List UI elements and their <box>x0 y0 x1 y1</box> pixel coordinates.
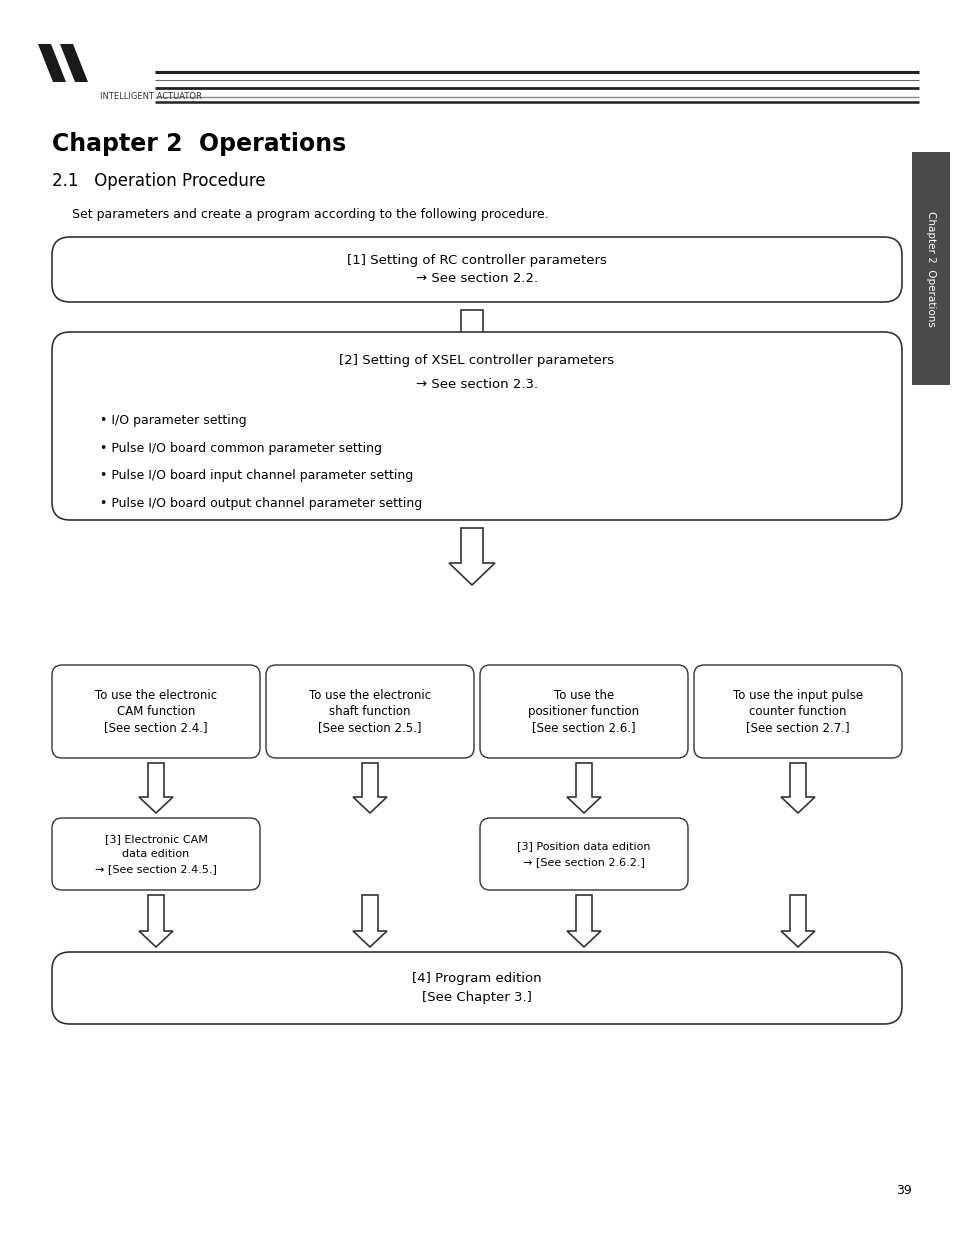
Text: Chapter 2  Operations: Chapter 2 Operations <box>52 132 346 156</box>
Text: [See Chapter 3.]: [See Chapter 3.] <box>421 990 532 1004</box>
Polygon shape <box>139 895 172 947</box>
Text: 39: 39 <box>895 1184 911 1197</box>
FancyBboxPatch shape <box>693 664 901 758</box>
Polygon shape <box>60 44 88 82</box>
Text: • Pulse I/O board output channel parameter setting: • Pulse I/O board output channel paramet… <box>100 496 422 510</box>
Text: data edition: data edition <box>122 848 190 860</box>
Text: [See section 2.7.]: [See section 2.7.] <box>745 721 849 735</box>
FancyBboxPatch shape <box>479 664 687 758</box>
Text: counter function: counter function <box>748 705 846 718</box>
FancyBboxPatch shape <box>52 237 901 303</box>
Text: To use the electronic: To use the electronic <box>95 689 217 701</box>
Text: INTELLIGENT ACTUATOR: INTELLIGENT ACTUATOR <box>100 91 202 100</box>
Polygon shape <box>38 44 66 82</box>
Text: [1] Setting of RC controller parameters: [1] Setting of RC controller parameters <box>347 254 606 267</box>
Text: 2.1   Operation Procedure: 2.1 Operation Procedure <box>52 172 265 190</box>
Polygon shape <box>781 763 814 813</box>
Text: [3] Electronic CAM: [3] Electronic CAM <box>105 834 207 844</box>
Text: [3] Position data edition: [3] Position data edition <box>517 841 650 851</box>
FancyBboxPatch shape <box>266 664 474 758</box>
Polygon shape <box>449 529 495 585</box>
FancyBboxPatch shape <box>52 332 901 520</box>
FancyBboxPatch shape <box>911 152 949 385</box>
Text: CAM function: CAM function <box>116 705 195 718</box>
Text: → See section 2.3.: → See section 2.3. <box>416 378 537 391</box>
FancyBboxPatch shape <box>52 664 260 758</box>
Text: To use the electronic: To use the electronic <box>309 689 431 701</box>
Polygon shape <box>781 895 814 947</box>
Polygon shape <box>139 763 172 813</box>
Polygon shape <box>449 310 495 367</box>
Text: To use the input pulse: To use the input pulse <box>732 689 862 701</box>
Text: [See section 2.4.]: [See section 2.4.] <box>104 721 208 735</box>
Polygon shape <box>566 763 600 813</box>
Text: [See section 2.6.]: [See section 2.6.] <box>532 721 635 735</box>
FancyBboxPatch shape <box>479 818 687 890</box>
FancyBboxPatch shape <box>52 952 901 1024</box>
Text: → [See section 2.6.2.]: → [See section 2.6.2.] <box>522 857 644 867</box>
Text: positioner function: positioner function <box>528 705 639 718</box>
Text: shaft function: shaft function <box>329 705 411 718</box>
Text: Set parameters and create a program according to the following procedure.: Set parameters and create a program acco… <box>71 207 548 221</box>
Text: • Pulse I/O board input channel parameter setting: • Pulse I/O board input channel paramete… <box>100 469 413 482</box>
Text: • I/O parameter setting: • I/O parameter setting <box>100 414 247 427</box>
Text: Chapter 2  Operations: Chapter 2 Operations <box>925 210 935 326</box>
FancyBboxPatch shape <box>52 818 260 890</box>
Polygon shape <box>353 763 387 813</box>
Text: [4] Program edition: [4] Program edition <box>412 972 541 986</box>
Polygon shape <box>353 895 387 947</box>
Text: • Pulse I/O board common parameter setting: • Pulse I/O board common parameter setti… <box>100 441 381 454</box>
Text: → [See section 2.4.5.]: → [See section 2.4.5.] <box>95 864 216 874</box>
Text: → See section 2.2.: → See section 2.2. <box>416 272 537 285</box>
Text: [See section 2.5.]: [See section 2.5.] <box>318 721 421 735</box>
Polygon shape <box>566 895 600 947</box>
Text: To use the: To use the <box>554 689 614 701</box>
Text: [2] Setting of XSEL controller parameters: [2] Setting of XSEL controller parameter… <box>339 354 614 367</box>
